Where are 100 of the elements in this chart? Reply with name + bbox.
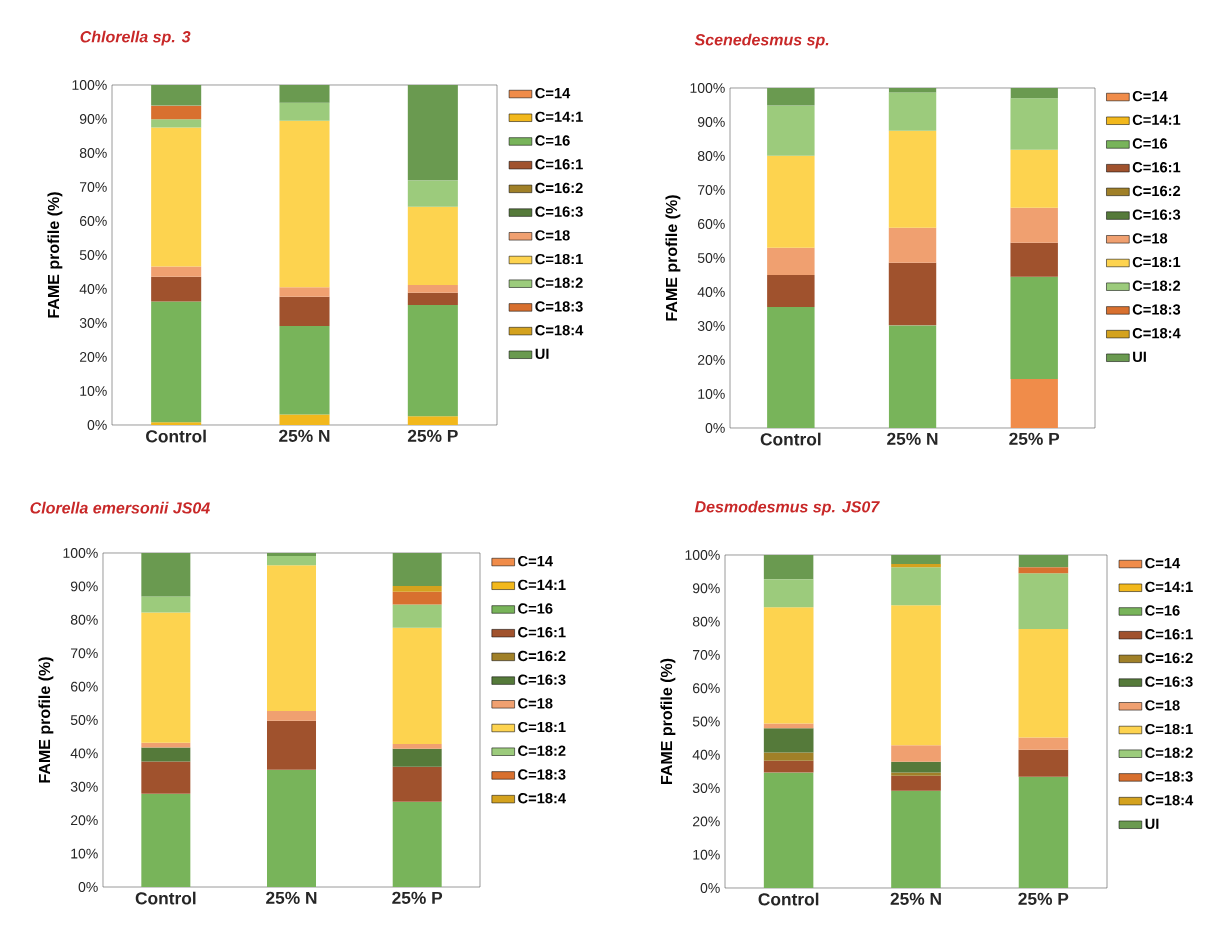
bar: [392, 627, 442, 745]
legend-label: C=18:2: [1145, 747, 1193, 758]
bar: [767, 274, 815, 307]
y-tick-label: 40%: [697, 287, 725, 297]
bar: [1018, 554, 1069, 568]
x-tick-label: 25% P: [392, 891, 443, 904]
chart-title: Desmodesmus sp. JS07: [694, 500, 880, 516]
y-tick-label: 50%: [692, 716, 720, 727]
y-tick-label: 60%: [697, 219, 725, 229]
y-tick-label: 20%: [79, 352, 107, 362]
bar: [888, 130, 937, 228]
bar: [1010, 379, 1058, 428]
legend-label: C=18:4: [518, 793, 566, 804]
bar: [407, 180, 458, 207]
y-tick-label: 60%: [70, 681, 98, 692]
y-tick-label: 70%: [697, 185, 725, 195]
y-axis-title: FAME profile (%): [660, 658, 676, 784]
legend-label: C=14: [518, 555, 553, 567]
legend-label: C=18:4: [535, 325, 584, 336]
legend-label: C=14:1: [1132, 114, 1181, 126]
bar: [763, 554, 814, 580]
bar: [1010, 98, 1058, 150]
bar: [392, 586, 442, 592]
bar: [888, 87, 937, 93]
x-tick-label: 25% N: [266, 891, 317, 904]
bar: [151, 276, 202, 302]
y-tick-label: 0%: [87, 420, 107, 430]
legend-label: C=18:2: [518, 745, 566, 756]
bar: [763, 760, 814, 773]
y-tick-label: 0%: [705, 423, 725, 433]
bar: [1010, 276, 1058, 380]
bar: [151, 105, 202, 120]
bar: [279, 414, 330, 425]
bar: [407, 416, 458, 425]
bar: [267, 710, 317, 721]
bar: [891, 790, 941, 888]
x-tick-label: 25% N: [887, 432, 938, 445]
bar: [763, 728, 814, 753]
bar: [888, 325, 937, 428]
y-tick-label: 80%: [692, 616, 720, 627]
legend-label: C=14: [1132, 90, 1168, 102]
legend-label: UI: [1133, 351, 1146, 362]
bar: [279, 84, 330, 103]
bar: [151, 84, 202, 106]
y-axis-title: FAME profile (%): [665, 195, 681, 321]
bar: [141, 553, 191, 597]
legend-label: C=18: [1132, 233, 1168, 244]
y-tick-label: 90%: [692, 583, 720, 594]
x-tick-label: 25% N: [279, 429, 330, 442]
y-tick-label: 60%: [79, 216, 107, 226]
y-tick-label: 30%: [79, 318, 107, 328]
bar: [151, 127, 202, 267]
legend-label: C=16:1: [1132, 162, 1181, 173]
bar: [891, 605, 941, 746]
legend-label: C=18:3: [535, 301, 583, 312]
bar: [763, 752, 814, 761]
bar: [767, 105, 815, 156]
x-tick-label: 25% P: [1009, 432, 1060, 445]
legend-label: C=18:4: [1132, 328, 1181, 339]
x-tick-label: Control: [135, 891, 196, 905]
legend-label: C=18:3: [1145, 771, 1193, 782]
y-tick-label: 20%: [70, 815, 98, 826]
bar: [767, 155, 815, 248]
legend-label: C=18:1: [535, 253, 583, 265]
bar: [1018, 776, 1069, 888]
bar: [888, 92, 937, 131]
chart-title: Clorella emersonii JS04: [30, 501, 210, 514]
y-tick-label: 80%: [79, 148, 107, 158]
bar: [151, 422, 202, 425]
bar: [763, 579, 814, 608]
chart-title: Scenedesmus sp.: [694, 33, 829, 49]
bar: [1018, 573, 1069, 629]
legend-label: C=18:1: [1132, 256, 1181, 268]
x-tick-label: 25% N: [890, 892, 941, 905]
y-tick-label: 20%: [697, 355, 725, 365]
bar: [267, 769, 317, 887]
legend-label: C=16:3: [1132, 209, 1181, 220]
x-tick-label: Control: [760, 432, 821, 446]
bar: [891, 745, 941, 762]
y-tick-label: 80%: [697, 151, 725, 161]
bar: [141, 793, 191, 887]
legend-label: C=16:2: [1145, 652, 1193, 664]
legend-label: C=14:1: [1145, 581, 1193, 593]
y-tick-label: 70%: [70, 648, 98, 659]
bar: [279, 102, 330, 121]
legend-label: C=18: [1145, 700, 1180, 711]
y-tick-label: 20%: [692, 816, 720, 827]
legend-label: C=16: [1145, 605, 1180, 616]
bar: [1010, 149, 1058, 208]
legend-label: C=16:2: [535, 182, 583, 194]
bar: [763, 772, 814, 888]
y-tick-label: 100%: [63, 548, 98, 558]
bar: [392, 748, 442, 767]
y-tick-label: 40%: [79, 284, 107, 294]
legend-label: C=18: [518, 698, 553, 709]
y-axis-title: FAME profile (%): [38, 657, 54, 783]
y-tick-label: 90%: [70, 581, 98, 592]
legend-label: C=18:3: [1132, 304, 1181, 315]
bar: [267, 553, 317, 556]
bar: [891, 554, 941, 564]
